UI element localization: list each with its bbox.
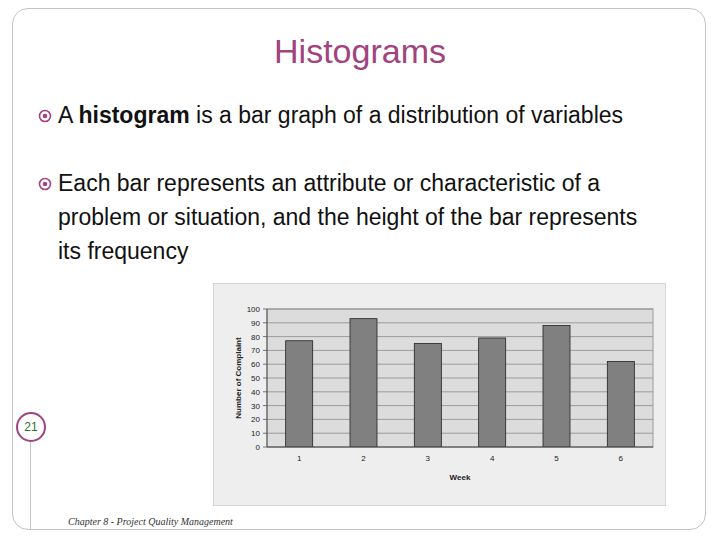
y-tick-label: 60 <box>251 360 260 369</box>
bars <box>286 319 635 447</box>
y-tick <box>263 336 267 337</box>
grid-line <box>267 391 653 392</box>
chart-background <box>213 283 666 506</box>
y-tick <box>263 378 267 379</box>
chart: 0 10 20 30 40 50 60 70 80 90 100 1 2 3 4 5 6 Week Number o… <box>213 283 666 506</box>
x-tick-label: 2 <box>361 454 366 463</box>
bullet-ring <box>40 179 51 190</box>
page-number: 21 <box>16 412 46 442</box>
slide-title: Histograms <box>0 32 720 71</box>
y-tick-label: 80 <box>251 333 260 342</box>
y-tick-label: 30 <box>251 402 260 411</box>
bullet-text: is a bar graph of a distribution of vari… <box>190 102 623 128</box>
page-number-text: 21 <box>24 420 37 434</box>
decor-line <box>30 442 31 530</box>
plot-area <box>267 309 653 447</box>
grid-line <box>267 447 653 448</box>
x-tick-label: 1 <box>297 454 302 463</box>
bar <box>286 341 313 447</box>
y-tick <box>263 309 267 310</box>
y-tick-label: 40 <box>251 388 260 397</box>
grid-line <box>267 364 653 365</box>
bullet-dot <box>43 182 48 187</box>
y-axis-label: Number of Complaint <box>234 337 243 419</box>
y-axis <box>267 309 268 447</box>
grid-line <box>267 309 653 310</box>
title-text: Histograms <box>274 32 446 70</box>
bullet-icon <box>38 177 52 191</box>
bullet-dot <box>43 114 48 119</box>
y-tick-label: 50 <box>251 374 260 383</box>
bullet-bold: histogram <box>78 102 189 128</box>
y-tick <box>263 433 267 434</box>
y-tick <box>263 391 267 392</box>
y-tick-label: 100 <box>247 305 261 314</box>
x-axis-label: Week <box>450 473 471 482</box>
grid-line <box>267 322 653 323</box>
grid-line <box>267 336 653 337</box>
bar <box>479 338 506 447</box>
y-tick-label: 70 <box>251 346 260 355</box>
bar <box>350 319 377 447</box>
y-tick <box>263 322 267 323</box>
bar <box>543 326 570 447</box>
slide: Histograms A histogram is a bar graph of … <box>0 0 720 540</box>
x-axis <box>267 447 653 448</box>
y-tick <box>263 419 267 420</box>
x-tick-label: 4 <box>490 454 495 463</box>
bullet: A histogram is a bar graph of a distribu… <box>58 98 658 132</box>
grid-line <box>267 378 653 379</box>
bar <box>414 344 441 448</box>
bullet: Each bar represents an attribute or char… <box>58 166 658 268</box>
y-tick-label: 10 <box>251 429 260 438</box>
x-tick-label: 5 <box>554 454 559 463</box>
grid-line <box>267 405 653 406</box>
y-tick-label: 90 <box>251 319 260 328</box>
footer-text: Chapter 8 - Project Quality Management <box>68 516 233 527</box>
y-tick <box>263 364 267 365</box>
x-tick-label: 3 <box>426 454 431 463</box>
y-tick <box>263 447 267 448</box>
y-tick <box>263 405 267 406</box>
footer: Chapter 8 - Project Quality Management <box>68 516 233 527</box>
grid-line <box>267 433 653 434</box>
y-tick-label: 0 <box>256 443 261 452</box>
bullet-ring <box>40 111 51 122</box>
bullet-icon <box>38 109 52 123</box>
grid-line <box>267 419 653 420</box>
x-tick-label: 6 <box>619 454 624 463</box>
y-tick-label: 20 <box>251 415 260 424</box>
bullet-text: A <box>58 102 78 128</box>
y-tick <box>263 350 267 351</box>
bullet-text: Each bar represents an attribute or char… <box>58 170 637 264</box>
bar <box>607 361 634 447</box>
grid-line <box>267 350 653 351</box>
